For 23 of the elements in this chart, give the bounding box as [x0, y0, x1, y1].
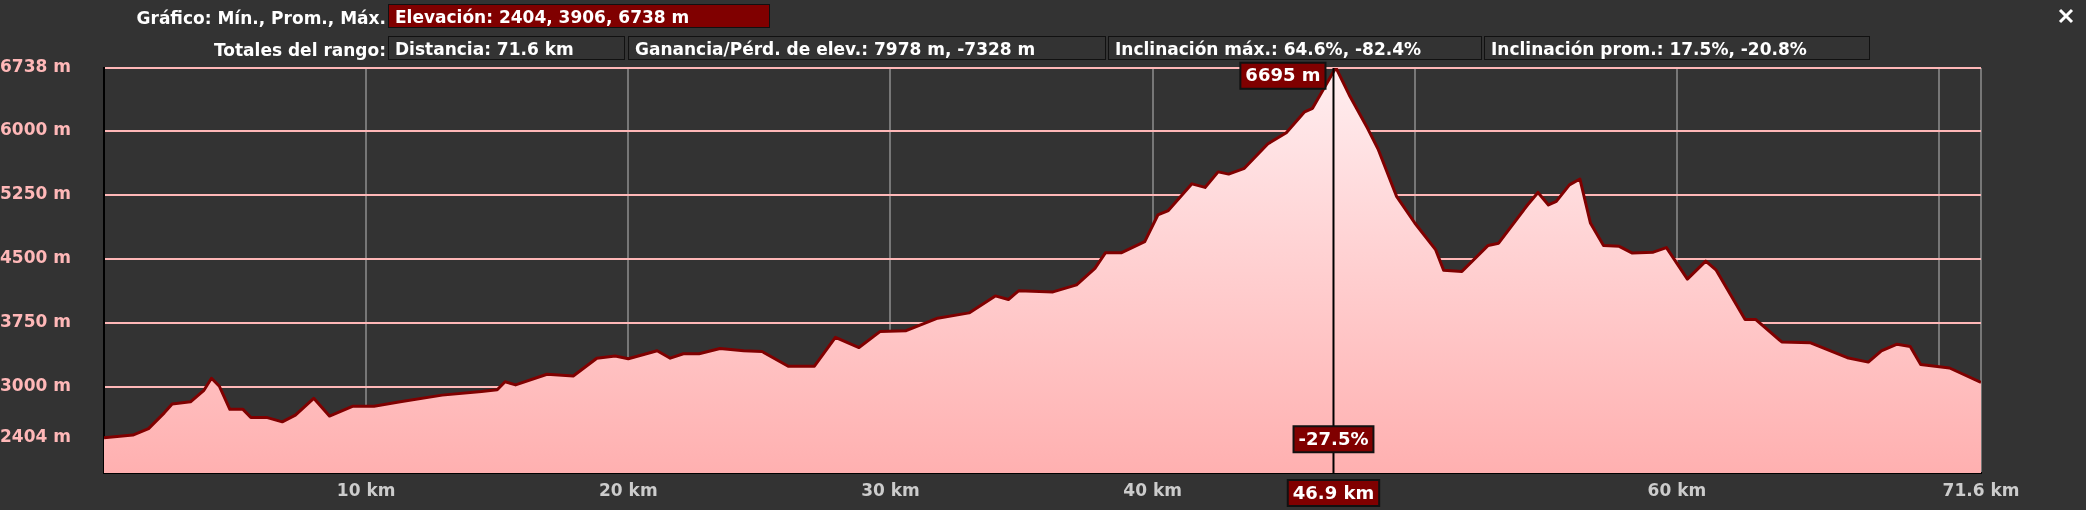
x-tick-label: 60 km [1647, 479, 1707, 500]
text: Elevación: 2404, 3906, 6738 m [388, 4, 770, 28]
ref-line-label: 46.9 km [1292, 481, 1375, 503]
y-tick-label: 6738 m [0, 56, 71, 77]
text: Ganancia/Pérd. de elev.: 7978 m, -7328 m [628, 36, 1106, 60]
y-tick-label: 4500 m [0, 247, 71, 268]
annotation: 6695 m [1245, 64, 1321, 86]
annotation: -27.5% [1298, 428, 1369, 450]
text: Inclinación prom.: 17.5%, -20.8% [1484, 36, 1870, 60]
chart-title: Gráfico: Mín., Prom., Máx. [136, 8, 386, 28]
text: Inclinación máx.: 64.6%, -82.4% [1108, 36, 1482, 60]
x-tick-label: 10 km [336, 479, 396, 500]
x-tick-label: 71.6 km [1942, 479, 2020, 500]
x-tick-label: 20 km [599, 479, 658, 500]
x-tick-label: 40 km [1123, 479, 1182, 500]
x-tick-label: 30 km [861, 479, 920, 500]
text: Distancia: 71.6 km [388, 36, 625, 60]
y-tick-label: 3000 m [0, 375, 71, 396]
y-tick-label: 5250 m [0, 183, 71, 204]
chart-subtitle: Totales del rango: [213, 40, 386, 60]
y-tick-label: 3750 m [0, 311, 71, 332]
y-tick-label: 6000 m [0, 119, 71, 140]
y-tick-label: 2404 m [0, 426, 71, 447]
